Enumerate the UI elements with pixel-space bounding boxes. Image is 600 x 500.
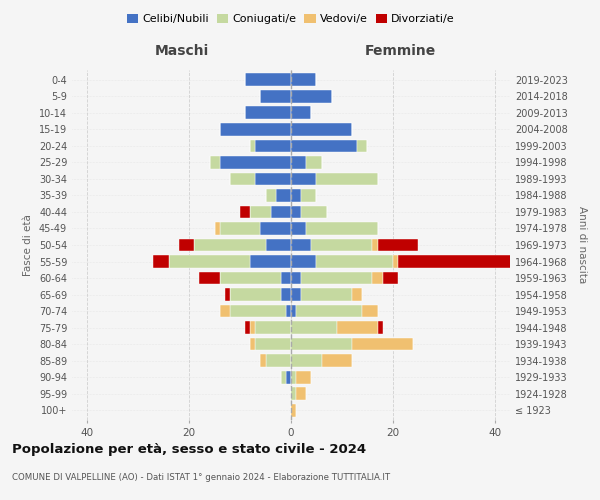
Bar [291, 74, 316, 86]
Bar [296, 304, 362, 318]
Bar [266, 189, 276, 202]
Bar [291, 189, 301, 202]
Bar [256, 140, 291, 152]
Bar [260, 90, 291, 103]
Bar [250, 206, 271, 218]
Bar [281, 272, 291, 284]
Bar [316, 255, 393, 268]
Bar [352, 338, 413, 350]
Bar [377, 321, 383, 334]
Bar [256, 172, 291, 186]
Bar [306, 156, 322, 169]
Bar [281, 370, 286, 384]
Bar [291, 370, 296, 384]
Bar [291, 222, 306, 235]
Bar [306, 222, 377, 235]
Bar [256, 321, 291, 334]
Legend: Celibi/Nubili, Coniugati/e, Vedovi/e, Divorziati/e: Celibi/Nubili, Coniugati/e, Vedovi/e, Di… [123, 9, 459, 29]
Bar [230, 288, 281, 301]
Bar [266, 238, 291, 252]
Bar [245, 106, 291, 120]
Bar [291, 387, 296, 400]
Bar [352, 288, 362, 301]
Bar [301, 288, 352, 301]
Bar [291, 90, 332, 103]
Text: COMUNE DI VALPELLINE (AO) - Dati ISTAT 1° gennaio 2024 - Elaborazione TUTTITALIA: COMUNE DI VALPELLINE (AO) - Dati ISTAT 1… [12, 472, 390, 482]
Bar [220, 222, 260, 235]
Bar [245, 74, 291, 86]
Bar [250, 255, 291, 268]
Bar [271, 206, 291, 218]
Text: Maschi: Maschi [154, 44, 209, 58]
Bar [220, 123, 291, 136]
Bar [225, 288, 230, 301]
Bar [179, 238, 194, 252]
Bar [281, 288, 291, 301]
Bar [291, 106, 311, 120]
Bar [377, 238, 418, 252]
Bar [291, 156, 306, 169]
Bar [250, 140, 256, 152]
Bar [291, 338, 352, 350]
Bar [398, 255, 576, 268]
Bar [296, 387, 306, 400]
Bar [291, 321, 337, 334]
Bar [291, 354, 322, 367]
Bar [230, 304, 286, 318]
Bar [256, 338, 291, 350]
Bar [286, 304, 291, 318]
Bar [291, 272, 301, 284]
Bar [230, 172, 256, 186]
Bar [311, 238, 373, 252]
Bar [291, 255, 316, 268]
Bar [373, 272, 383, 284]
Bar [337, 321, 377, 334]
Bar [250, 321, 256, 334]
Bar [301, 206, 326, 218]
Bar [316, 172, 377, 186]
Bar [393, 255, 398, 268]
Bar [291, 123, 352, 136]
Bar [209, 156, 220, 169]
Bar [291, 404, 296, 416]
Bar [250, 338, 256, 350]
Bar [373, 238, 377, 252]
Bar [291, 140, 357, 152]
Bar [383, 272, 398, 284]
Bar [245, 321, 250, 334]
Bar [220, 304, 230, 318]
Y-axis label: Fasce di età: Fasce di età [23, 214, 33, 276]
Bar [220, 272, 281, 284]
Bar [154, 255, 169, 268]
Bar [301, 189, 316, 202]
Bar [194, 238, 266, 252]
Bar [276, 189, 291, 202]
Bar [296, 370, 311, 384]
Y-axis label: Anni di nascita: Anni di nascita [577, 206, 587, 284]
Bar [169, 255, 250, 268]
Text: Popolazione per età, sesso e stato civile - 2024: Popolazione per età, sesso e stato civil… [12, 442, 366, 456]
Bar [266, 354, 291, 367]
Bar [301, 272, 373, 284]
Bar [240, 206, 250, 218]
Bar [291, 238, 311, 252]
Bar [199, 272, 220, 284]
Bar [291, 206, 301, 218]
Bar [220, 156, 291, 169]
Bar [260, 354, 266, 367]
Bar [291, 304, 296, 318]
Bar [362, 304, 377, 318]
Bar [291, 172, 316, 186]
Bar [291, 288, 301, 301]
Bar [322, 354, 352, 367]
Text: Femmine: Femmine [365, 44, 436, 58]
Bar [260, 222, 291, 235]
Bar [357, 140, 367, 152]
Bar [215, 222, 220, 235]
Bar [286, 370, 291, 384]
